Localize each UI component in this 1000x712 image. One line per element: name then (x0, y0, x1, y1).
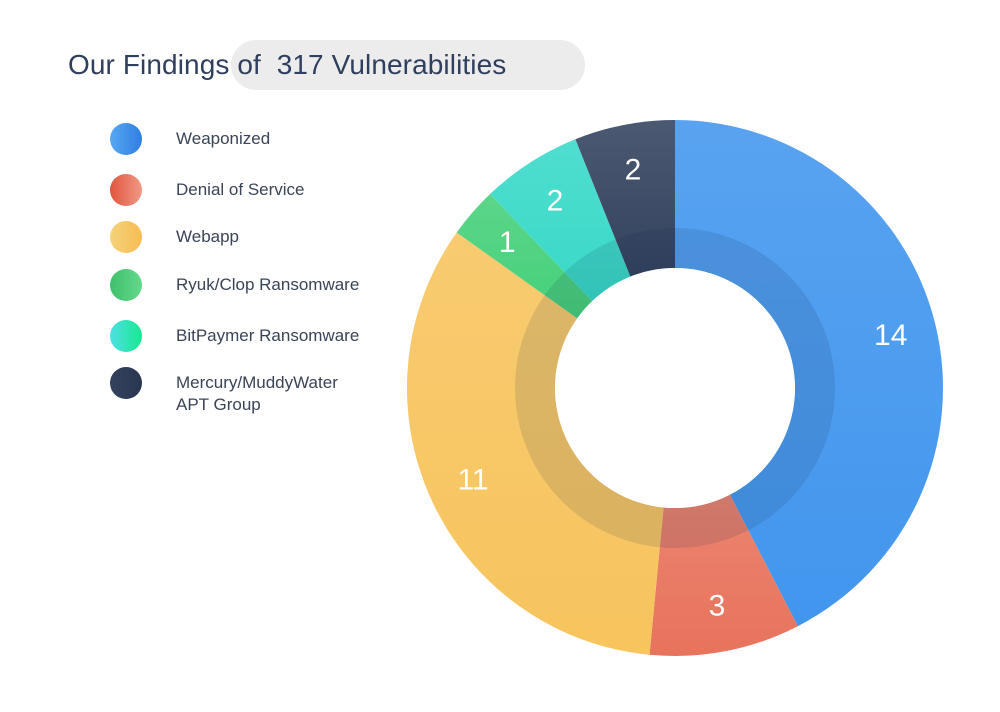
value-label-weaponized: 14 (874, 319, 907, 352)
slice-ryuk-clop (456, 194, 593, 319)
legend-label-denial-of-service: Denial of Service (176, 180, 305, 199)
legend-swatch-weaponized (110, 123, 142, 155)
slice-mercury-muddywater (575, 120, 675, 277)
legend-item-webapp: Webapp (110, 221, 400, 253)
legend-swatch-denial-of-service (110, 174, 142, 206)
value-label-bitpaymer: 2 (547, 185, 564, 218)
slice-denial-of-service (649, 494, 798, 657)
legend-item-ryuk-clop: Ryuk/Clop Ransomware (110, 269, 400, 301)
legend-label-line1: Mercury/MuddyWater (176, 373, 338, 392)
legend-item-weaponized: Weaponized (110, 123, 400, 155)
legend-label-webapp: Webapp (176, 227, 240, 246)
legend-item-bitpaymer: BitPaymer Ransomware (110, 320, 400, 352)
value-label-mercury-muddywater: 2 (625, 154, 642, 187)
donut-slices (406, 120, 943, 657)
legend-label-line2: APT Group (176, 395, 261, 414)
legend-swatch-ryuk-clop (110, 269, 142, 301)
slice-webapp (406, 232, 664, 655)
value-label-denial-of-service: 3 (709, 589, 726, 622)
legend-label-mercury-muddywater: Mercury/MuddyWater APT Group (176, 367, 386, 416)
legend-item-denial-of-service: Denial of Service (110, 174, 400, 206)
title-highlight-pill (231, 40, 585, 90)
slice-weaponized (675, 120, 943, 627)
value-label-webapp: 11 (457, 464, 488, 497)
legend-label-weaponized: Weaponized (176, 129, 271, 148)
legend-swatch-bitpaymer (110, 320, 142, 352)
chart-title: Our Findings of 317 Vulnerabilities (68, 40, 585, 90)
legend-label-ryuk-clop: Ryuk/Clop Ransomware (176, 275, 360, 294)
legend-swatch-mercury-muddywater (110, 367, 142, 399)
inner-shadow-ring (515, 228, 835, 548)
title-highlight: 317 Vulnerabilities (268, 49, 507, 80)
value-label-ryuk-clop: 1 (499, 226, 516, 259)
title-prefix: Our Findings of (68, 49, 269, 80)
slice-bitpaymer (490, 139, 631, 302)
donut-hole (555, 268, 795, 508)
legend-swatch-webapp (110, 221, 142, 253)
legend-item-mercury-muddywater: Mercury/MuddyWater APT Group (110, 367, 400, 416)
legend-label-bitpaymer: BitPaymer Ransomware (176, 326, 360, 345)
